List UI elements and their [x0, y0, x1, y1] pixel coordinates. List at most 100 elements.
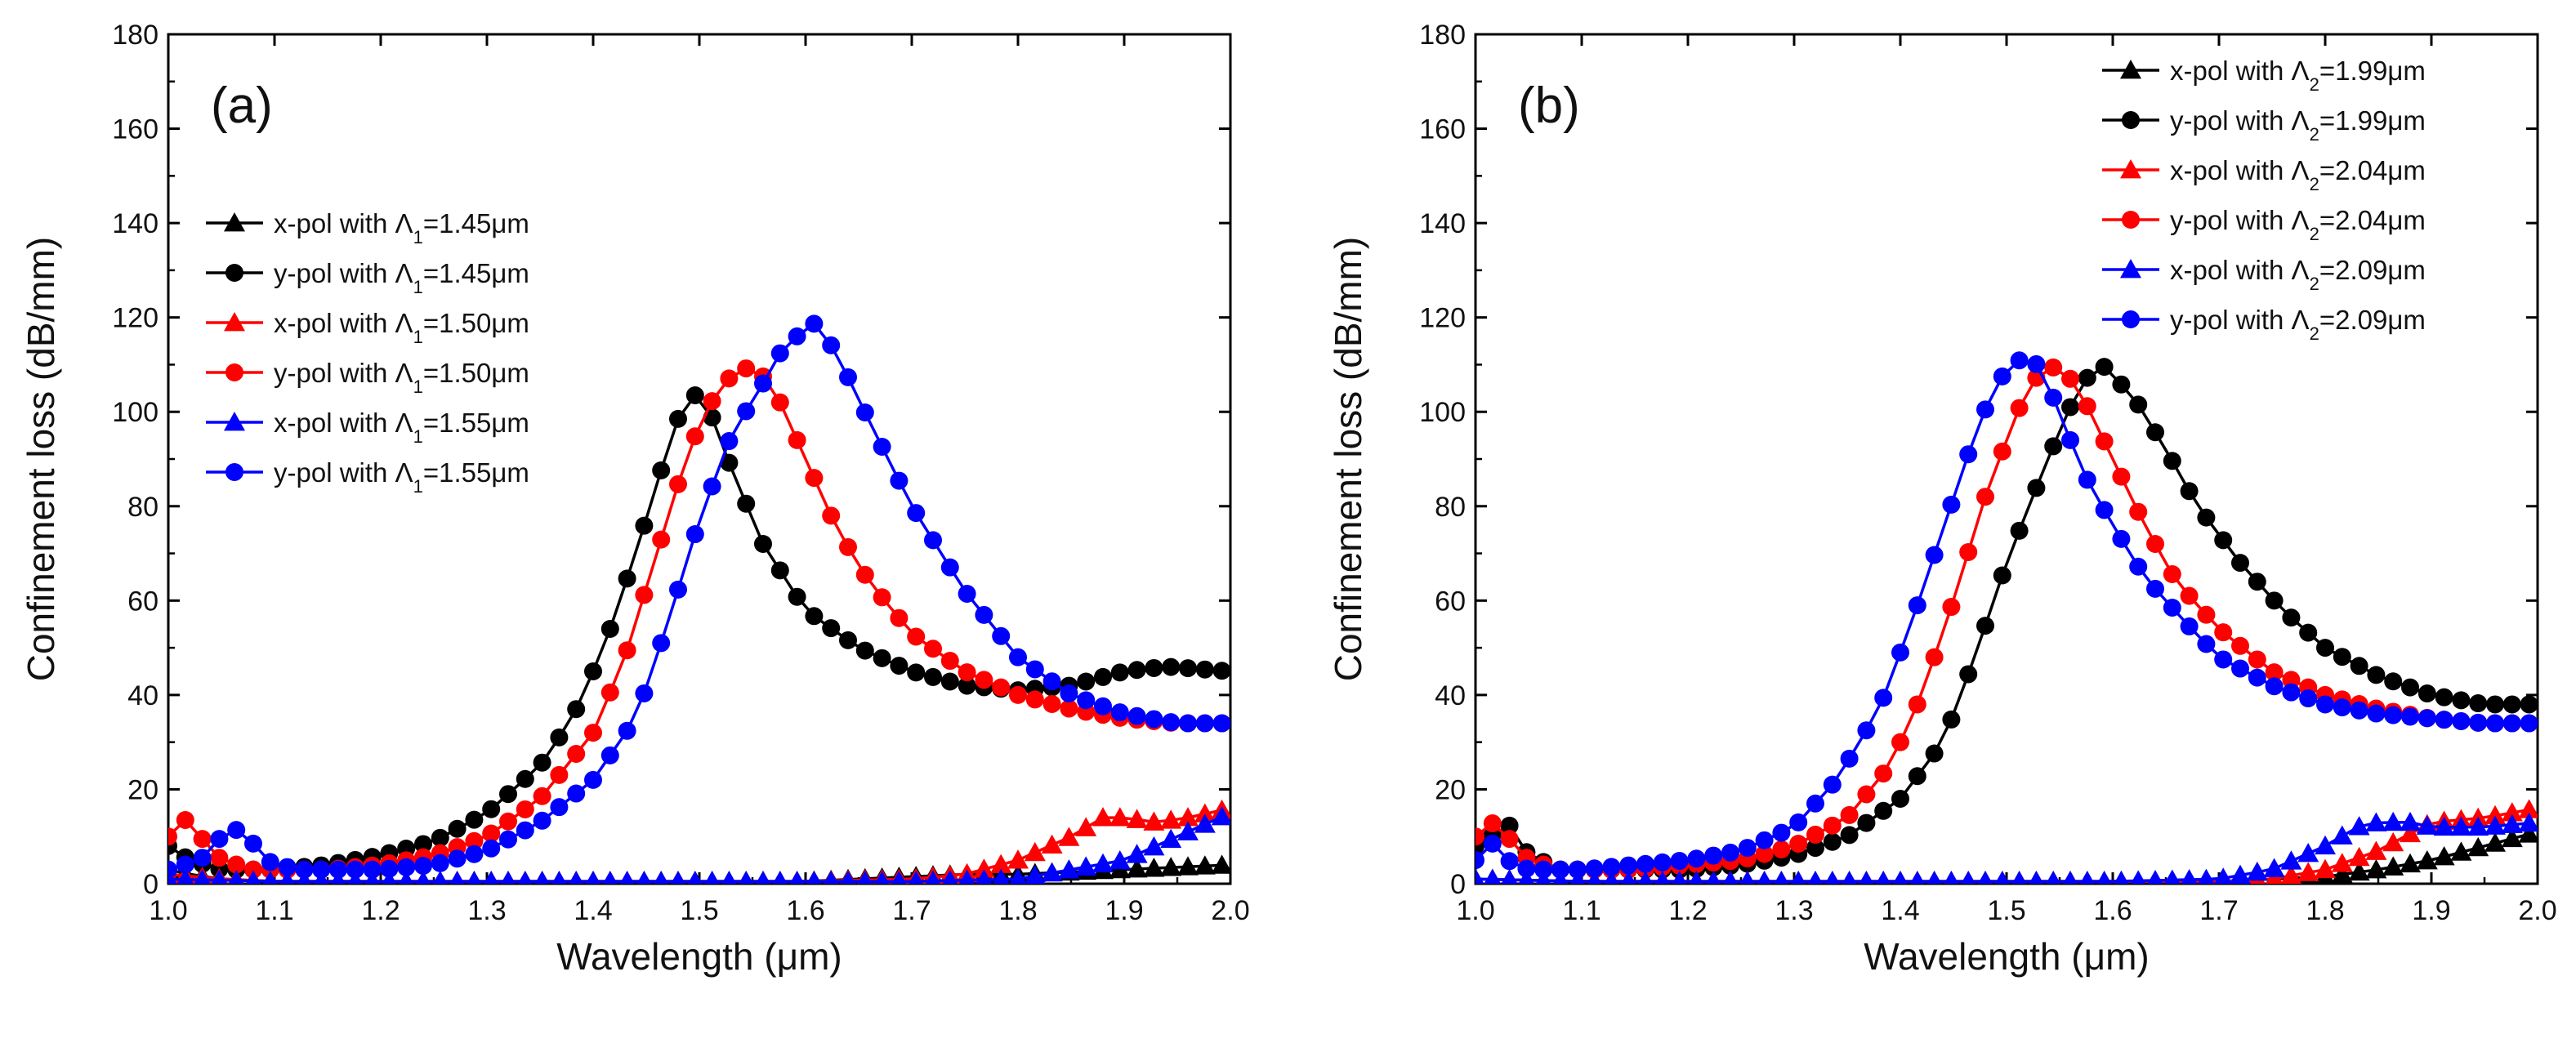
data-point [1638, 871, 1653, 884]
data-point [2316, 639, 2334, 657]
x-axis-title: Wavelength (μm) [556, 935, 842, 978]
data-point [1789, 813, 1808, 831]
data-point [942, 870, 958, 884]
data-point [1978, 871, 1993, 884]
data-point [2486, 714, 2504, 733]
legend-label: y-pol with Λ1=1.45μm [274, 258, 529, 297]
data-point [363, 860, 382, 879]
data-point [567, 744, 586, 763]
data-point [1534, 860, 1553, 879]
data-point [2333, 698, 2351, 717]
data-point [1160, 828, 1182, 849]
y-tick-label: 0 [1450, 869, 1466, 900]
data-point [2130, 870, 2146, 884]
data-point [1060, 684, 1078, 703]
data-point [855, 565, 874, 584]
data-point [806, 871, 822, 884]
data-point [2382, 831, 2404, 852]
data-point [176, 855, 194, 874]
x-tick-label: 1.8 [2306, 895, 2344, 926]
y-tick-label: 40 [127, 680, 158, 711]
data-point [1041, 862, 1063, 882]
data-point [602, 871, 618, 884]
data-point [618, 721, 636, 740]
data-point [2484, 805, 2506, 825]
data-point [1908, 596, 1926, 615]
data-point [1653, 853, 1672, 871]
data-point [1568, 860, 1587, 879]
y-tick-label: 180 [1419, 20, 1466, 51]
legend-marker [2122, 211, 2140, 229]
data-point [414, 835, 432, 854]
data-point [1689, 871, 1704, 884]
legend-label-sub: 1 [413, 426, 423, 447]
data-point [465, 845, 484, 863]
data-point [2197, 508, 2216, 527]
legend-label-pre: y-pol with Λ [2170, 105, 2310, 136]
data-point [2416, 850, 2438, 870]
data-point [431, 854, 449, 872]
series-line [1476, 359, 2529, 871]
data-point [1476, 851, 1484, 870]
legend-label: y-pol with Λ2=2.09μm [2170, 305, 2426, 344]
legend-label-pre: x-pol with Λ [274, 208, 413, 238]
data-point [687, 871, 703, 884]
data-point [399, 871, 414, 884]
legend-item: x-pol with Λ1=1.50μm [206, 308, 529, 347]
legend-label-sub: 1 [413, 377, 423, 397]
data-point [2348, 861, 2370, 881]
data-point [517, 871, 533, 884]
legend-item: x-pol with Λ2=1.99μm [2102, 56, 2426, 95]
data-point [1772, 823, 1791, 842]
data-point [1857, 721, 1876, 740]
data-point [2231, 636, 2249, 655]
x-tick-label: 1.4 [1881, 895, 1919, 926]
data-point [1925, 648, 1944, 666]
data-point [1177, 807, 1199, 827]
data-point [2282, 683, 2301, 702]
data-point [1876, 871, 1891, 884]
data-point [2365, 859, 2387, 879]
data-point [2044, 437, 2063, 456]
data-point [2365, 812, 2387, 831]
data-point [1739, 871, 1755, 884]
legend-label: y-pol with Λ1=1.55μm [274, 457, 529, 497]
data-point [1042, 672, 1061, 691]
data-point [1060, 699, 1078, 718]
data-point [2129, 395, 2148, 414]
x-tick-label: 2.0 [2518, 895, 2556, 926]
data-point [1823, 775, 1842, 794]
data-point [448, 849, 467, 868]
data-point [652, 634, 671, 653]
data-point [2078, 368, 2096, 387]
y-tick-label: 100 [1419, 397, 1466, 428]
data-point [1755, 845, 1774, 863]
data-point [909, 870, 924, 884]
data-point [278, 858, 297, 876]
data-point [2418, 684, 2436, 703]
legend-item: x-pol with Λ2=2.09μm [2102, 255, 2426, 294]
data-point [2180, 617, 2199, 635]
data-point [2095, 501, 2114, 519]
legend-label-post: =1.55μm [423, 408, 529, 438]
data-point [737, 402, 756, 421]
data-point [1721, 843, 1739, 862]
data-point [1891, 643, 1909, 662]
data-point [586, 871, 600, 884]
data-point [516, 769, 534, 788]
legend-label-pre: x-pol with Λ [274, 408, 413, 438]
data-point [2027, 479, 2046, 497]
data-point [805, 469, 824, 488]
data-point [857, 871, 873, 884]
data-point [2114, 870, 2129, 884]
data-point [2029, 871, 2044, 884]
series-2 [1476, 358, 2538, 879]
data-point [1194, 855, 1216, 875]
data-point [2418, 709, 2436, 728]
data-point [1501, 869, 1518, 884]
data-point [1585, 859, 1604, 878]
legend-item: x-pol with Λ2=2.04μm [2102, 155, 2426, 194]
data-point [2333, 648, 2351, 666]
data-point [2112, 529, 2131, 548]
